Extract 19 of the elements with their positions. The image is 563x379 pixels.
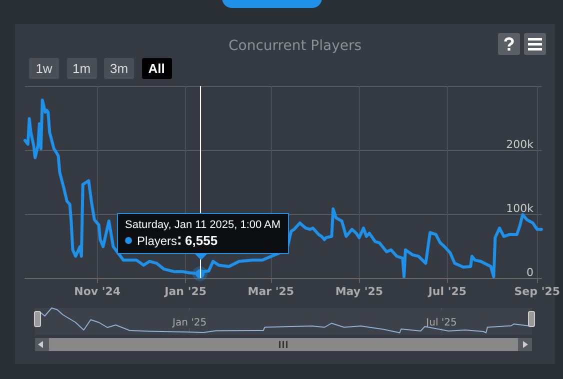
y-tick-label: 200k	[506, 138, 534, 151]
x-tick-label: Jul '25	[425, 318, 457, 328]
y-tick-label: 100k	[506, 202, 534, 215]
legend-label: Players	[137, 234, 178, 248]
x-tick-label: Jan '25	[171, 318, 207, 328]
x-tick-label: Mar '25	[248, 285, 294, 298]
text: All	[142, 58, 172, 79]
x-tick-label: Jan '25	[164, 285, 207, 298]
x-tick-label: Nov '24	[74, 285, 121, 298]
x-tick-label: Sep '25	[514, 285, 560, 298]
data-label: 6,555	[185, 232, 218, 248]
y-tick-label: 0	[526, 266, 534, 279]
annotation: Saturday, Jan 11 2025, 1:00 AM	[125, 218, 281, 232]
text: 1m	[66, 58, 96, 79]
chart-title: Concurrent Players	[228, 38, 362, 54]
text: 1w	[29, 58, 59, 79]
text: 3m	[104, 58, 134, 79]
x-tick-label: May '25	[335, 285, 384, 298]
x-tick-label: Jul '25	[427, 285, 467, 298]
